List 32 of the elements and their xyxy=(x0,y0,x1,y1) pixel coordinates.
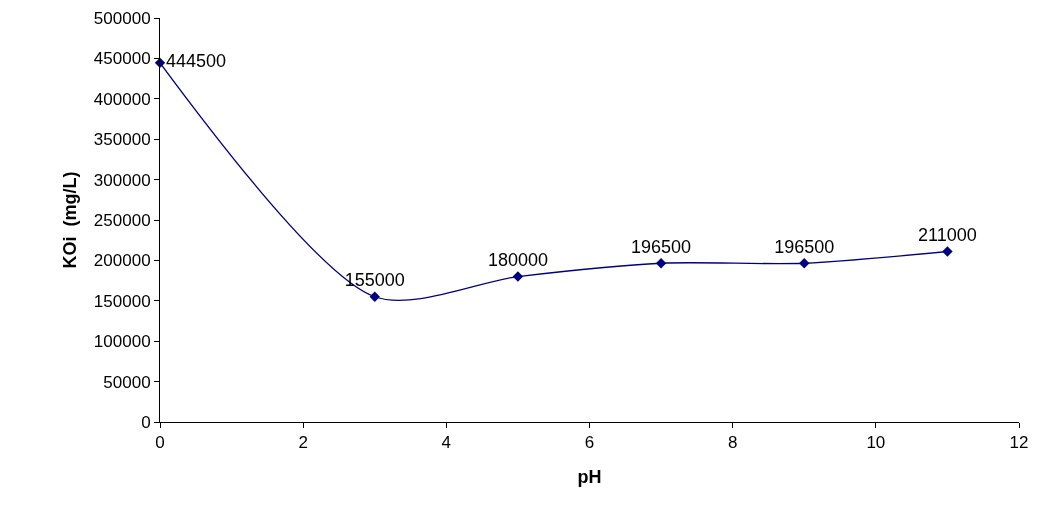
point xyxy=(799,258,810,269)
x-tick-label: 8 xyxy=(727,433,738,453)
x-tick-label: 4 xyxy=(441,433,452,453)
x-tick-label: 2 xyxy=(298,433,308,453)
data-label: 211000 xyxy=(918,225,977,246)
point xyxy=(942,246,953,257)
point xyxy=(512,271,524,282)
y-tick-label: 500000 xyxy=(93,8,151,28)
y-tick-label: 0 xyxy=(141,412,151,432)
x-axis-title: pH xyxy=(577,466,602,487)
x-tick-label: 10 xyxy=(866,433,886,453)
y-tick-label: 450000 xyxy=(93,49,151,69)
x-tick-label: 0 xyxy=(155,433,165,453)
point xyxy=(369,291,380,302)
y-tick-label: 350000 xyxy=(93,130,151,150)
y-tick-label: 250000 xyxy=(93,210,151,230)
data-label: 196500 xyxy=(631,236,692,257)
data-label: 180000 xyxy=(487,250,548,271)
data-label: 155000 xyxy=(344,270,405,291)
y-tick-label: 200000 xyxy=(93,251,151,271)
point xyxy=(655,258,667,269)
y-tick-label: 400000 xyxy=(93,89,151,109)
y-tick-label: 50000 xyxy=(103,372,151,392)
y-tick-label: 300000 xyxy=(93,170,151,190)
data-label: 444500 xyxy=(166,51,227,72)
data-label: 196500 xyxy=(774,236,835,257)
y-tick-label: 100000 xyxy=(93,332,151,352)
y-axis-title: KOi (mg/L) xyxy=(60,171,81,269)
x-tick-label: 6 xyxy=(584,433,595,453)
y-tick-label: 150000 xyxy=(93,291,151,311)
point xyxy=(154,57,166,69)
x-tick-label: 12 xyxy=(1009,433,1029,453)
